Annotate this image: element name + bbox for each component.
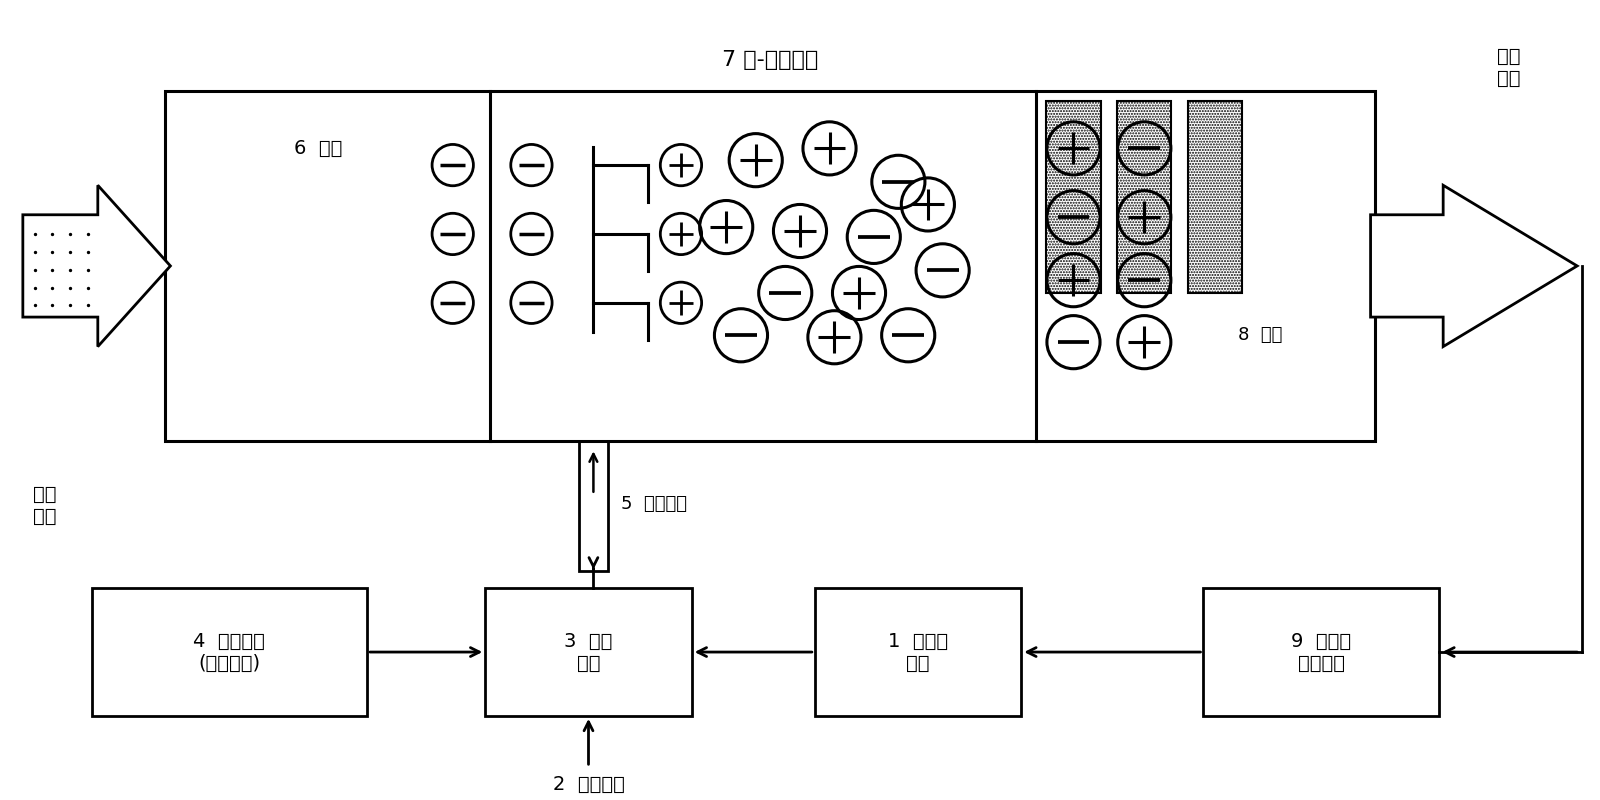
Bar	[814, 588, 1021, 716]
Bar	[485, 588, 691, 716]
Bar	[1203, 588, 1440, 716]
Text: 1  吸附剂
容器: 1 吸附剂 容器	[888, 631, 949, 673]
Bar	[1046, 101, 1101, 294]
Text: 4  高压电源
(正极性压): 4 高压电源 (正极性压)	[194, 631, 266, 673]
Text: 8  袋区: 8 袋区	[1238, 326, 1282, 344]
Text: 6  电区: 6 电区	[294, 139, 342, 158]
Text: 5  绝缘喷管: 5 绝缘喷管	[621, 495, 686, 514]
Bar	[579, 441, 608, 571]
Text: 2  压缩空气: 2 压缩空气	[552, 775, 624, 794]
Bar	[1189, 101, 1242, 294]
Bar	[91, 588, 366, 716]
Bar	[165, 91, 1376, 441]
Text: 3  荷电
喷枪: 3 荷电 喷枪	[565, 631, 613, 673]
Text: 9  吸附剂
分离回收: 9 吸附剂 分离回收	[1291, 631, 1352, 673]
Polygon shape	[1371, 186, 1578, 346]
Bar	[1117, 101, 1171, 294]
Text: 含尘
烟气: 含尘 烟气	[32, 485, 56, 526]
Text: 清洁
烟气: 清洁 烟气	[1496, 47, 1520, 88]
Polygon shape	[22, 186, 171, 346]
Text: 7 电-袋结合区: 7 电-袋结合区	[722, 50, 819, 70]
